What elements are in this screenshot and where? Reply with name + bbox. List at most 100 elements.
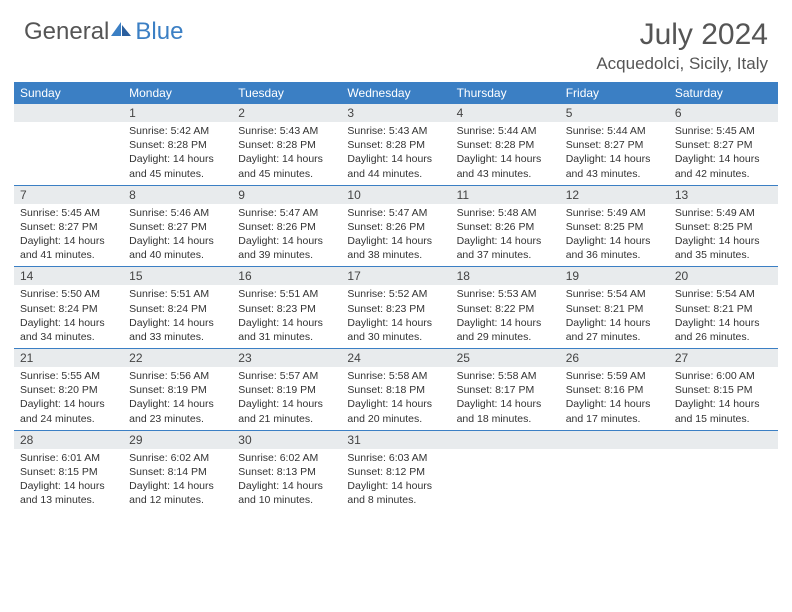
sunset-text: Sunset: 8:14 PM	[129, 465, 226, 479]
day-number: 7	[14, 186, 123, 204]
daylight-line1: Daylight: 14 hours	[129, 234, 226, 248]
sunset-text: Sunset: 8:24 PM	[129, 302, 226, 316]
day-number: 21	[14, 349, 123, 367]
sunset-text: Sunset: 8:26 PM	[347, 220, 444, 234]
day-cell: 26Sunrise: 5:59 AMSunset: 8:16 PMDayligh…	[560, 349, 669, 430]
logo-general: General	[24, 18, 109, 46]
day-details: Sunrise: 5:57 AMSunset: 8:19 PMDaylight:…	[232, 367, 341, 430]
daylight-line2: and 34 minutes.	[20, 330, 117, 344]
day-cell: 31Sunrise: 6:03 AMSunset: 8:12 PMDayligh…	[341, 431, 450, 512]
sunset-text: Sunset: 8:16 PM	[566, 383, 663, 397]
day-cell: 25Sunrise: 5:58 AMSunset: 8:17 PMDayligh…	[451, 349, 560, 430]
sunrise-text: Sunrise: 5:56 AM	[129, 369, 226, 383]
day-details: Sunrise: 5:47 AMSunset: 8:26 PMDaylight:…	[341, 204, 450, 267]
sunset-text: Sunset: 8:23 PM	[238, 302, 335, 316]
sunrise-text: Sunrise: 5:49 AM	[675, 206, 772, 220]
sunset-text: Sunset: 8:26 PM	[238, 220, 335, 234]
day-details: Sunrise: 5:47 AMSunset: 8:26 PMDaylight:…	[232, 204, 341, 267]
daylight-line2: and 38 minutes.	[347, 248, 444, 262]
day-number: 24	[341, 349, 450, 367]
day-header-sunday: Sunday	[14, 82, 123, 104]
calendar: SundayMondayTuesdayWednesdayThursdayFrid…	[0, 82, 792, 511]
day-details: Sunrise: 5:49 AMSunset: 8:25 PMDaylight:…	[560, 204, 669, 267]
day-number: 18	[451, 267, 560, 285]
daylight-line1: Daylight: 14 hours	[238, 479, 335, 493]
sunset-text: Sunset: 8:27 PM	[566, 138, 663, 152]
day-number: 29	[123, 431, 232, 449]
daylight-line1: Daylight: 14 hours	[457, 152, 554, 166]
daylight-line1: Daylight: 14 hours	[20, 316, 117, 330]
sunrise-text: Sunrise: 6:00 AM	[675, 369, 772, 383]
day-number	[14, 104, 123, 122]
daylight-line1: Daylight: 14 hours	[675, 152, 772, 166]
daylight-line1: Daylight: 14 hours	[20, 234, 117, 248]
day-cell: 20Sunrise: 5:54 AMSunset: 8:21 PMDayligh…	[669, 267, 778, 348]
day-details: Sunrise: 5:51 AMSunset: 8:24 PMDaylight:…	[123, 285, 232, 348]
sunrise-text: Sunrise: 5:47 AM	[347, 206, 444, 220]
empty-cell	[451, 431, 560, 512]
daylight-line1: Daylight: 14 hours	[457, 316, 554, 330]
day-details: Sunrise: 5:52 AMSunset: 8:23 PMDaylight:…	[341, 285, 450, 348]
sunset-text: Sunset: 8:28 PM	[238, 138, 335, 152]
sunset-text: Sunset: 8:28 PM	[347, 138, 444, 152]
daylight-line1: Daylight: 14 hours	[675, 397, 772, 411]
daylight-line2: and 18 minutes.	[457, 412, 554, 426]
sunset-text: Sunset: 8:19 PM	[129, 383, 226, 397]
sunset-text: Sunset: 8:20 PM	[20, 383, 117, 397]
sunrise-text: Sunrise: 5:46 AM	[129, 206, 226, 220]
daylight-line1: Daylight: 14 hours	[675, 234, 772, 248]
day-number: 11	[451, 186, 560, 204]
sunrise-text: Sunrise: 6:01 AM	[20, 451, 117, 465]
daylight-line2: and 44 minutes.	[347, 167, 444, 181]
day-details: Sunrise: 5:46 AMSunset: 8:27 PMDaylight:…	[123, 204, 232, 267]
daylight-line2: and 26 minutes.	[675, 330, 772, 344]
day-details: Sunrise: 6:02 AMSunset: 8:13 PMDaylight:…	[232, 449, 341, 512]
title-block: July 2024 Acquedolci, Sicily, Italy	[596, 18, 768, 74]
day-cell: 29Sunrise: 6:02 AMSunset: 8:14 PMDayligh…	[123, 431, 232, 512]
day-header-saturday: Saturday	[669, 82, 778, 104]
day-cell: 30Sunrise: 6:02 AMSunset: 8:13 PMDayligh…	[232, 431, 341, 512]
empty-cell	[14, 104, 123, 185]
daylight-line1: Daylight: 14 hours	[129, 152, 226, 166]
day-number: 1	[123, 104, 232, 122]
sunset-text: Sunset: 8:25 PM	[675, 220, 772, 234]
day-number	[560, 431, 669, 449]
day-number: 19	[560, 267, 669, 285]
day-number: 31	[341, 431, 450, 449]
sunrise-text: Sunrise: 5:48 AM	[457, 206, 554, 220]
sunrise-text: Sunrise: 5:44 AM	[566, 124, 663, 138]
daylight-line2: and 39 minutes.	[238, 248, 335, 262]
day-number: 10	[341, 186, 450, 204]
month-title: July 2024	[596, 18, 768, 52]
day-number: 9	[232, 186, 341, 204]
day-cell: 12Sunrise: 5:49 AMSunset: 8:25 PMDayligh…	[560, 186, 669, 267]
day-cell: 1Sunrise: 5:42 AMSunset: 8:28 PMDaylight…	[123, 104, 232, 185]
day-number: 16	[232, 267, 341, 285]
day-details: Sunrise: 5:44 AMSunset: 8:27 PMDaylight:…	[560, 122, 669, 185]
day-cell: 9Sunrise: 5:47 AMSunset: 8:26 PMDaylight…	[232, 186, 341, 267]
sunrise-text: Sunrise: 5:45 AM	[20, 206, 117, 220]
sunrise-text: Sunrise: 5:49 AM	[566, 206, 663, 220]
day-details: Sunrise: 5:44 AMSunset: 8:28 PMDaylight:…	[451, 122, 560, 185]
day-details: Sunrise: 5:43 AMSunset: 8:28 PMDaylight:…	[341, 122, 450, 185]
sunset-text: Sunset: 8:27 PM	[675, 138, 772, 152]
day-header-monday: Monday	[123, 82, 232, 104]
day-details: Sunrise: 5:42 AMSunset: 8:28 PMDaylight:…	[123, 122, 232, 185]
day-header-thursday: Thursday	[451, 82, 560, 104]
empty-cell	[669, 431, 778, 512]
daylight-line2: and 21 minutes.	[238, 412, 335, 426]
day-details: Sunrise: 5:45 AMSunset: 8:27 PMDaylight:…	[14, 204, 123, 267]
daylight-line2: and 10 minutes.	[238, 493, 335, 507]
daylight-line2: and 30 minutes.	[347, 330, 444, 344]
day-details: Sunrise: 5:54 AMSunset: 8:21 PMDaylight:…	[669, 285, 778, 348]
day-cell: 18Sunrise: 5:53 AMSunset: 8:22 PMDayligh…	[451, 267, 560, 348]
location: Acquedolci, Sicily, Italy	[596, 54, 768, 74]
sunset-text: Sunset: 8:13 PM	[238, 465, 335, 479]
daylight-line2: and 23 minutes.	[129, 412, 226, 426]
sunset-text: Sunset: 8:26 PM	[457, 220, 554, 234]
week-row: 21Sunrise: 5:55 AMSunset: 8:20 PMDayligh…	[14, 349, 778, 431]
sunrise-text: Sunrise: 5:53 AM	[457, 287, 554, 301]
daylight-line1: Daylight: 14 hours	[347, 479, 444, 493]
sunset-text: Sunset: 8:28 PM	[129, 138, 226, 152]
sunset-text: Sunset: 8:18 PM	[347, 383, 444, 397]
